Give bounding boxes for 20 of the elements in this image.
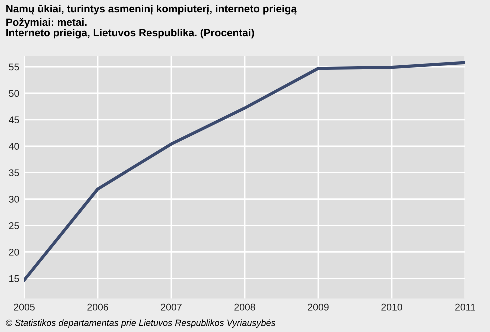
- y-tick-label: 30: [9, 196, 20, 203]
- chart-title: Namų ūkiai, turintys asmeninį kompiuterį, interneto prieigą: [6, 4, 298, 15]
- y-tick-label: 20: [9, 248, 20, 256]
- chart-subtitle: Požymiai: metai. Interneto prieiga, Lietuvos Respublika. (Procentai): [6, 18, 254, 39]
- x-tick-label: 2011: [456, 304, 476, 311]
- y-tick-label: 25: [9, 222, 20, 230]
- x-tick-label: 2005: [14, 304, 35, 311]
- y-tick-label: 40: [9, 143, 20, 150]
- x-tick-label: 2008: [234, 304, 256, 311]
- y-tick-label: 55: [9, 64, 20, 71]
- line-series: [24, 61, 466, 282]
- y-tick-label: 35: [9, 170, 20, 176]
- text: © Statistikos departamentas prie Lietuvos Respublikos Vyriausybės: [6, 320, 276, 328]
- x-tick-label: 2009: [308, 304, 329, 311]
- y-tick-label: 15: [10, 276, 20, 282]
- x-tick-label: 2010: [382, 304, 402, 311]
- x-tick-label: 2007: [161, 304, 182, 311]
- x-tick-label: 2006: [88, 304, 108, 311]
- y-tick-label: 50: [9, 90, 20, 98]
- y-tick-label: 45: [9, 116, 20, 124]
